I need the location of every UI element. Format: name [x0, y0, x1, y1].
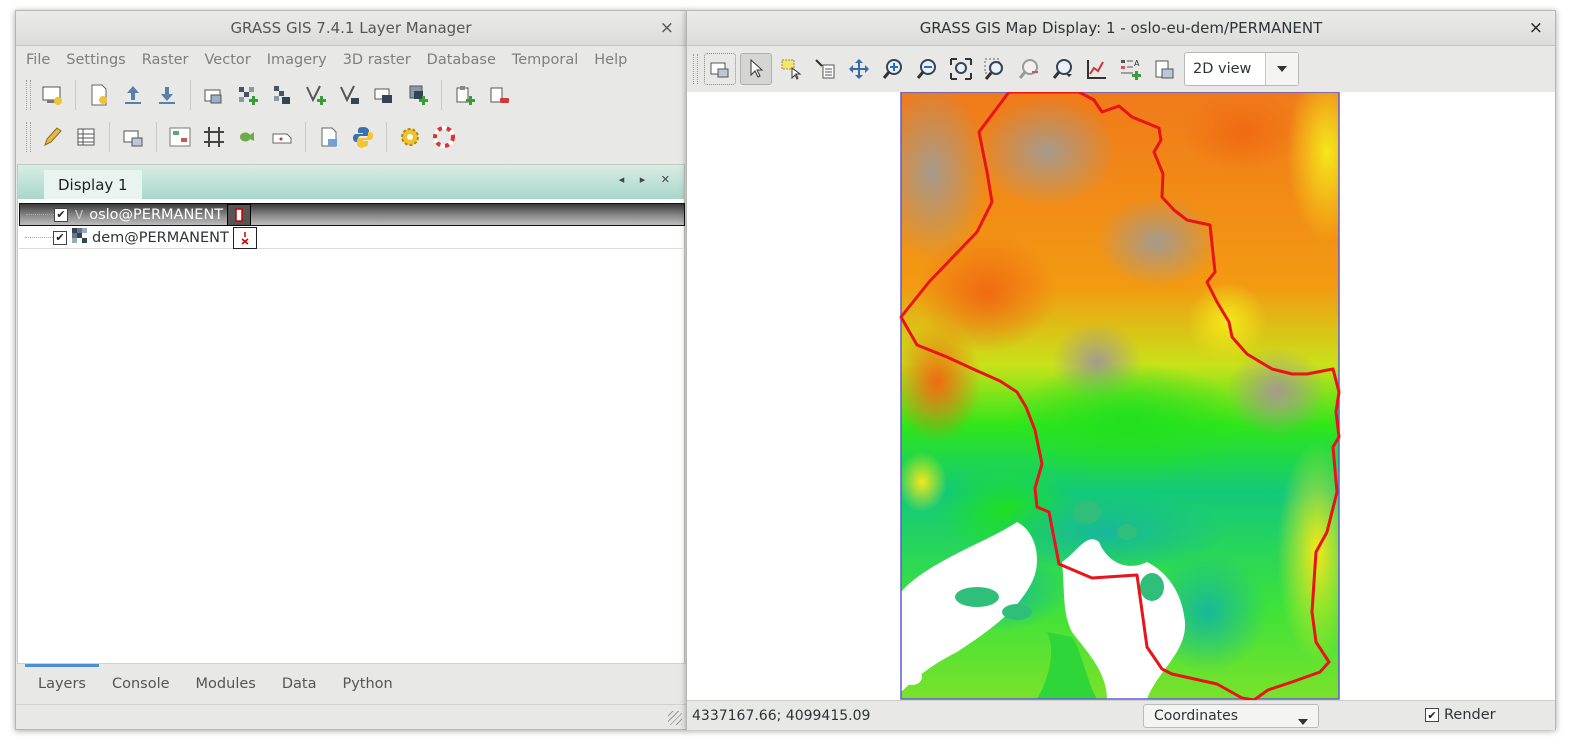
layer-visibility-checkbox[interactable]: ✔	[53, 230, 67, 245]
tab-console[interactable]: Console	[111, 676, 170, 692]
save-display-icon[interactable]	[1150, 54, 1180, 84]
map-canvas[interactable]	[687, 92, 1555, 700]
menu-imagery[interactable]: Imagery	[266, 52, 327, 68]
toolbar-grip[interactable]	[26, 122, 31, 152]
bottom-tabs: Layers Console Modules Data Python	[17, 663, 691, 704]
oslo-boundary	[899, 92, 1341, 700]
map-statusbar: 4337167.66; 4099415.09 Coordinates ✔ Ren…	[687, 700, 1555, 730]
resize-grip-icon[interactable]	[668, 711, 682, 725]
render-checkbox[interactable]: ✔	[1425, 708, 1439, 722]
view-mode-value: 2D view	[1193, 61, 1252, 77]
menu-temporal[interactable]: Temporal	[511, 52, 579, 68]
attribute-table-icon[interactable]	[71, 122, 101, 152]
menu-3d-raster[interactable]: 3D raster	[342, 52, 411, 68]
toolbar-grip[interactable]	[693, 54, 698, 84]
analyze-map-icon[interactable]	[1082, 54, 1112, 84]
map-display-icon[interactable]	[118, 122, 148, 152]
menu-vector[interactable]: Vector	[204, 52, 251, 68]
open-workspace-icon[interactable]	[118, 80, 148, 110]
menubar: File Settings Raster Vector Imagery 3D r…	[16, 46, 686, 74]
tab-navigation[interactable]: ◂ ▸ ✕	[618, 173, 676, 186]
vector-layer-icon: V	[75, 207, 84, 222]
zoom-menu-icon[interactable]	[1048, 54, 1078, 84]
map-decorations-icon[interactable]: A	[1116, 54, 1146, 84]
launch-script-icon[interactable]	[314, 122, 344, 152]
tab-display-1[interactable]: Display 1	[44, 170, 142, 199]
layer-toolbar	[16, 74, 686, 116]
add-various-raster-icon[interactable]	[267, 80, 297, 110]
layer-name: dem@PERMANENT	[92, 229, 229, 246]
close-icon[interactable]: ×	[659, 18, 674, 38]
new-display-icon[interactable]	[37, 80, 67, 110]
edit-vector-icon[interactable]	[37, 122, 67, 152]
pan-icon[interactable]	[844, 54, 874, 84]
tab-layers[interactable]: Layers	[25, 664, 99, 704]
query-map-icon[interactable]	[810, 54, 840, 84]
toolbar-grip[interactable]	[26, 80, 31, 110]
cartographic-composer-icon[interactable]	[233, 122, 263, 152]
svg-text:A: A	[1134, 59, 1140, 68]
render-toggle[interactable]: ✔ Render	[1425, 707, 1496, 723]
layer-row[interactable]: ✔ V oslo@PERMANENT	[19, 203, 685, 226]
tab-modules[interactable]: Modules	[195, 676, 256, 692]
menu-raster[interactable]: Raster	[141, 52, 189, 68]
chevron-down-icon	[1298, 713, 1308, 729]
map-swipe-icon[interactable]	[267, 122, 297, 152]
display-tabs: Display 1 ◂ ▸ ✕	[18, 165, 684, 199]
layer-manager-title: GRASS GIS 7.4.1 Layer Manager	[230, 19, 472, 37]
map-toolbar: A 2D view	[687, 46, 1555, 92]
add-vector-layer-icon[interactable]	[301, 80, 331, 110]
map-display-titlebar[interactable]: GRASS GIS Map Display: 1 - oslo-eu-dem/P…	[687, 11, 1555, 46]
pointer-icon[interactable]	[740, 53, 772, 85]
add-group-icon[interactable]	[403, 80, 433, 110]
remove-layer-icon[interactable]	[484, 80, 514, 110]
zoom-out-icon[interactable]	[912, 54, 942, 84]
graphical-modeler-icon[interactable]	[165, 122, 195, 152]
add-various-vector-icon[interactable]	[335, 80, 365, 110]
layer-symbol-icon[interactable]	[227, 203, 252, 226]
view-mode-select[interactable]: 2D view	[1184, 52, 1299, 86]
layer-visibility-checkbox[interactable]: ✔	[54, 207, 68, 222]
help-lifebuoy-icon[interactable]	[429, 122, 459, 152]
map-render	[899, 92, 1341, 700]
layer-row[interactable]: ✔ dem@PERMANENT	[19, 226, 683, 249]
tab-python[interactable]: Python	[342, 676, 393, 692]
add-layer-generic-icon[interactable]	[450, 80, 480, 110]
display-notebook: Display 1 ◂ ▸ ✕ ✔ V oslo@PERMANENT ✔ dem…	[17, 164, 685, 664]
map-display-title: GRASS GIS Map Display: 1 - oslo-eu-dem/P…	[919, 19, 1323, 37]
save-workspace-icon[interactable]	[152, 80, 182, 110]
python-shell-icon[interactable]	[348, 122, 378, 152]
layer-manager-titlebar[interactable]: GRASS GIS 7.4.1 Layer Manager ×	[16, 11, 686, 46]
layer-symbol-icon[interactable]	[232, 226, 257, 249]
settings-gear-icon[interactable]	[395, 122, 425, 152]
add-overlay-icon[interactable]	[369, 80, 399, 110]
menu-file[interactable]: File	[26, 52, 51, 68]
zoom-in-icon[interactable]	[878, 54, 908, 84]
tools-toolbar	[16, 116, 686, 158]
map-display-window: GRASS GIS Map Display: 1 - oslo-eu-dem/P…	[686, 10, 1556, 730]
raster-layer-icon	[72, 228, 87, 247]
zoom-extent-icon[interactable]	[946, 54, 976, 84]
chevron-down-icon[interactable]	[1265, 53, 1298, 85]
layer-manager-statusbar	[16, 704, 686, 729]
close-icon[interactable]: ×	[1528, 18, 1543, 38]
load-map-layers-icon[interactable]	[199, 80, 229, 110]
coordinates-readout: 4337167.66; 4099415.09	[692, 707, 871, 724]
layer-manager-window: GRASS GIS 7.4.1 Layer Manager × File Set…	[15, 10, 691, 730]
statusbar-mode-select[interactable]: Coordinates	[1143, 704, 1319, 728]
statusbar-mode-value: Coordinates	[1154, 708, 1239, 724]
layer-name: oslo@PERMANENT	[89, 206, 224, 223]
select-features-icon[interactable]	[776, 54, 806, 84]
new-workspace-icon[interactable]	[84, 80, 114, 110]
add-raster-layer-icon[interactable]	[233, 80, 263, 110]
menu-settings[interactable]: Settings	[66, 52, 126, 68]
zoom-region-icon[interactable]	[980, 54, 1010, 84]
tab-data[interactable]: Data	[281, 676, 317, 692]
zoom-back-icon[interactable]	[1014, 54, 1044, 84]
render-label: Render	[1444, 707, 1496, 723]
display-map-icon[interactable]	[704, 53, 736, 85]
menu-help[interactable]: Help	[594, 52, 628, 68]
menu-database[interactable]: Database	[426, 52, 496, 68]
georectifier-icon[interactable]	[199, 122, 229, 152]
